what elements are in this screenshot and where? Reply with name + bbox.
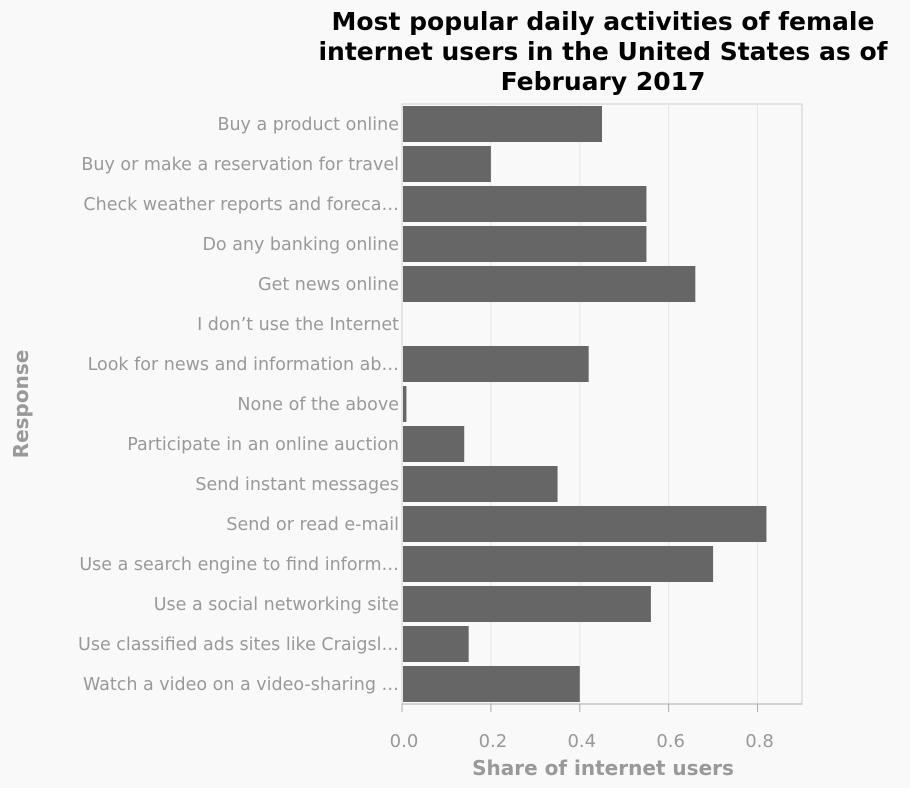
category-label-12: Use a social networking site (154, 595, 399, 615)
category-label-11: Use a search engine to find inform… (79, 555, 399, 575)
bar-2 (403, 186, 647, 222)
category-label-1: Buy or make a reservation for travel (81, 155, 399, 175)
y-axis-title: Response (9, 350, 33, 459)
x-tick-label-4: 0.8 (745, 731, 774, 752)
chart-title-line-1: Most popular daily activities of female (332, 7, 875, 36)
category-label-14: Watch a video on a video-sharing … (83, 675, 399, 695)
category-label-5: I don’t use the Internet (197, 315, 399, 335)
x-tick-label-1: 0.2 (479, 731, 508, 752)
bar-1 (403, 146, 491, 182)
chart-title-line-3: February 2017 (501, 67, 706, 96)
bar-0 (403, 106, 602, 142)
chart-title-line-2: internet users in the United States as o… (318, 37, 888, 66)
category-label-3: Do any banking online (202, 235, 399, 255)
bar-12 (403, 586, 651, 622)
category-label-9: Send instant messages (195, 475, 399, 495)
bar-13 (403, 626, 469, 662)
category-label-4: Get news online (258, 275, 399, 295)
x-tick-label-2: 0.4 (567, 731, 596, 752)
bar-14 (403, 666, 580, 702)
x-axis-ticks: 0.0 0.2 0.4 0.6 0.8 (390, 704, 774, 752)
category-labels: Buy a product online Buy or make a reserv… (78, 115, 399, 695)
bars (403, 106, 767, 702)
bar-7 (403, 386, 407, 422)
bar-8 (403, 426, 465, 462)
category-label-13: Use classified ads sites like Craigsl… (78, 635, 399, 655)
bar-4 (403, 266, 696, 302)
bar-10 (403, 506, 767, 542)
category-label-6: Look for news and information ab… (88, 355, 399, 375)
bar-6 (403, 346, 589, 382)
category-label-7: None of the above (237, 395, 399, 415)
bar-11 (403, 546, 714, 582)
x-axis-title: Share of internet users (472, 756, 734, 780)
chart-title: Most popular daily activities of female … (318, 7, 888, 96)
category-label-0: Buy a product online (217, 115, 399, 135)
x-tick-label-0: 0.0 (390, 731, 419, 752)
category-label-2: Check weather reports and foreca… (83, 195, 399, 215)
bar-9 (403, 466, 558, 502)
x-tick-label-3: 0.6 (656, 731, 685, 752)
bar-3 (403, 226, 647, 262)
category-label-10: Send or read e-mail (226, 515, 399, 535)
category-label-8: Participate in an online auction (127, 435, 399, 455)
